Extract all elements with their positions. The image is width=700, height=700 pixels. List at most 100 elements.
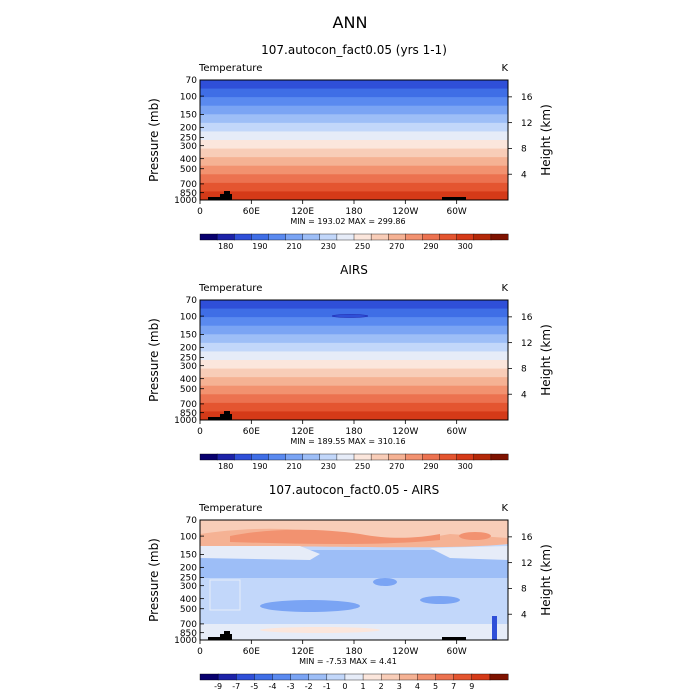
topography-mask (442, 637, 466, 640)
contour-band (260, 600, 360, 612)
colorbar-label: 4 (415, 682, 420, 691)
panel-3: 107.autocon_fact0.05 - AIRS Temperature K 7… (147, 483, 553, 691)
contour-band (200, 317, 508, 327)
units-label: K (501, 283, 508, 294)
contour-band (373, 578, 397, 586)
height-tick-label: 16 (521, 93, 533, 103)
right-axis-label: Height (km) (539, 324, 553, 395)
contour-band (200, 88, 508, 98)
contour-band (200, 157, 508, 167)
colorbar-label: 210 (286, 462, 301, 471)
pressure-tick-label: 400 (180, 595, 197, 605)
figure-title: ANN (333, 13, 368, 32)
colorbar-swatch (199, 453, 218, 461)
panel-title: 107.autocon_fact0.05 - AIRS (269, 483, 440, 497)
pressure-tick-label: 700 (180, 620, 197, 630)
colorbar-swatch (353, 233, 372, 241)
y-axis-label: Pressure (mb) (147, 538, 161, 622)
units-label: K (501, 503, 508, 514)
colorbar-swatch (439, 453, 458, 461)
pressure-tick-label: 70 (186, 516, 198, 526)
colorbar-swatch (435, 673, 455, 681)
contour-band (200, 411, 508, 420)
pressure-tick-label: 400 (180, 375, 197, 385)
plot-area (199, 519, 509, 641)
longitude-tick-label: 60E (243, 427, 260, 437)
contour-band (200, 122, 508, 133)
topography-mask (224, 631, 230, 640)
colorbar-label: 9 (469, 682, 474, 691)
contour-band (260, 627, 380, 633)
colorbar-label: 250 (355, 462, 370, 471)
colorbar: 180 190 210 230 250 270 290 300 (199, 453, 509, 471)
contour-band (200, 140, 508, 150)
contour-band (209, 579, 241, 611)
colorbar-label: -5 (250, 682, 258, 691)
height-tick-label: 12 (521, 119, 532, 129)
variable-label: Temperature (198, 503, 262, 514)
pressure-tick-label: 70 (186, 296, 198, 306)
colorbar-swatch (308, 673, 328, 681)
contour-field (200, 520, 508, 640)
colorbar-swatch (405, 453, 423, 461)
contour-band (200, 325, 508, 335)
colorbar-swatch (254, 673, 273, 681)
contour-band (200, 174, 508, 184)
colorbar-swatch (268, 453, 287, 461)
panel-title: 107.autocon_fact0.05 (yrs 1-1) (261, 43, 447, 57)
right-axis-label: Height (km) (539, 104, 553, 175)
colorbar-swatch (490, 453, 509, 461)
contour-field (200, 300, 508, 420)
colorbar-label: 180 (218, 242, 233, 251)
colorbar-swatch (336, 453, 355, 461)
contour-band (200, 131, 508, 141)
height-tick-label: 12 (521, 339, 532, 349)
colorbar-label: -3 (287, 682, 295, 691)
pressure-tick-label: 1000 (174, 636, 197, 646)
colorbar-swatch (216, 233, 235, 241)
pressure-tick-label: 1000 (174, 196, 197, 206)
pressure-tick-label: 500 (180, 385, 197, 395)
pressure-tick-label: 300 (180, 362, 197, 372)
pressure-tick-label: 850 (180, 629, 197, 639)
colorbar-label: 210 (286, 242, 301, 251)
contour-band (200, 368, 508, 378)
contour-field (200, 80, 508, 200)
longitude-tick-label: 180 (345, 207, 362, 217)
topography-mask (224, 191, 230, 200)
y-axis-label: Pressure (mb) (147, 318, 161, 402)
plot-area (199, 79, 509, 201)
pressure-tick-label: 500 (180, 605, 197, 615)
contour-band (200, 182, 508, 193)
longitude-tick-label: 120E (291, 207, 314, 217)
height-tick-label: 4 (521, 170, 527, 180)
contour-band (200, 334, 508, 344)
contour-band (200, 546, 320, 560)
longitude-tick-label: 60E (243, 207, 260, 217)
colorbar-swatch (336, 233, 355, 241)
colorbar-swatch (370, 233, 389, 241)
contour-band (200, 114, 508, 124)
colorbar-swatch (439, 233, 458, 241)
pressure-tick-label: 250 (180, 354, 197, 364)
colorbar-swatch (268, 233, 287, 241)
colorbar-swatch (370, 453, 389, 461)
colorbar-swatch (405, 233, 423, 241)
colorbar-swatch (353, 453, 372, 461)
colorbar-swatch (417, 673, 437, 681)
contour-band (200, 80, 508, 90)
colorbar-swatch (285, 453, 304, 461)
pressure-tick-label: 300 (180, 582, 197, 592)
contour-band (200, 191, 508, 200)
longitude-tick-label: 120E (291, 647, 314, 657)
colorbar-swatch (319, 233, 338, 241)
colorbar-label: 180 (218, 462, 233, 471)
contour-band (230, 529, 440, 544)
pressure-tick-label: 200 (180, 344, 197, 354)
variable-label: Temperature (198, 283, 262, 294)
colorbar-label: 270 (389, 462, 404, 471)
pressure-tick-label: 70 (186, 76, 198, 86)
colorbar-label: 5 (433, 682, 438, 691)
